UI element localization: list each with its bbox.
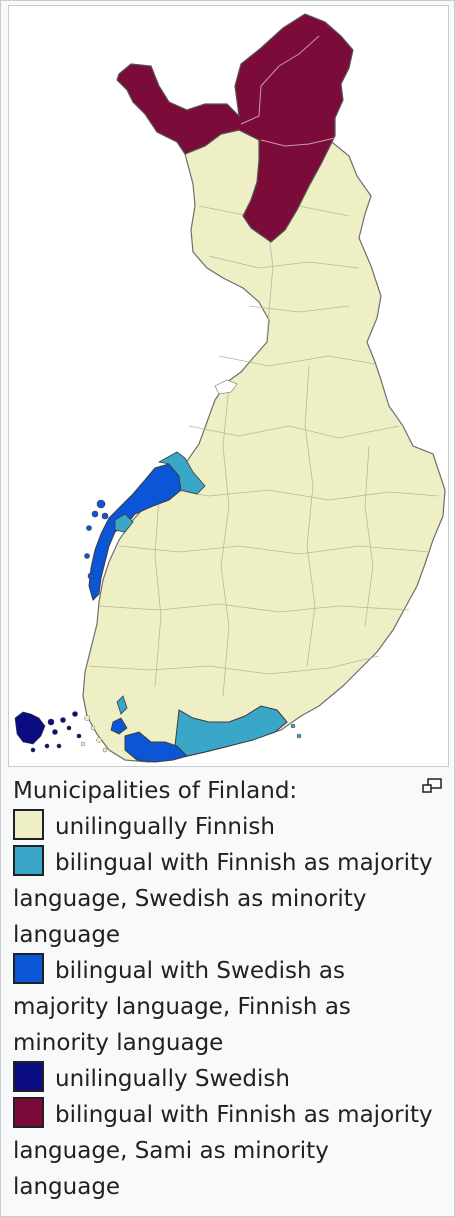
region-finnish-majority-west [157, 451, 206, 495]
region-finnish-majority-sw [116, 695, 128, 715]
municipal-borders [88, 145, 440, 697]
legend-swatch [13, 953, 44, 984]
magnify-icon[interactable] [421, 778, 443, 794]
legend-swatch [13, 1061, 44, 1092]
south-islets [290, 723, 302, 739]
legend-swatch [13, 1097, 44, 1128]
legend-item-swedish-majority-finnish: bilingual with Swedish as majority langu… [13, 953, 443, 1061]
legend-label: unilingually Swedish [55, 1066, 290, 1092]
west-islands [84, 499, 109, 580]
region-swedish-aland [14, 711, 82, 753]
caption: Municipalities of Finland: unilingually … [13, 773, 443, 1205]
legend-swatch [13, 845, 44, 876]
archipelago-islets [80, 715, 108, 753]
legend-item-finnish-majority-sami: bilingual with Finnish as majority langu… [13, 1097, 443, 1205]
legend-swatch [13, 809, 44, 840]
legend-item-unilingual-finnish: unilingually Finnish [13, 809, 443, 845]
coast-detail [214, 379, 238, 395]
region-swedish-majority-west [88, 463, 182, 601]
region-swedish-majority-sw [110, 717, 128, 735]
region-finnish-majority-west-2 [114, 513, 134, 533]
legend-item-finnish-majority-swedish: bilingual with Finnish as majority langu… [13, 845, 443, 953]
legend-label: bilingual with Swedish as majority langu… [13, 958, 351, 1056]
legend-label: bilingual with Finnish as majority langu… [13, 1102, 433, 1200]
sami-borders [240, 35, 336, 147]
legend-label: unilingually Finnish [55, 814, 275, 840]
caption-title: Municipalities of Finland: [13, 778, 298, 804]
finland-map[interactable] [8, 5, 449, 767]
legend-item-unilingual-swedish: unilingually Swedish [13, 1061, 443, 1097]
finland-map-graphic [14, 13, 446, 763]
legend-label: bilingual with Finnish as majority langu… [13, 850, 433, 948]
region-swedish-majority-south [124, 731, 188, 763]
region-sami [116, 13, 354, 243]
